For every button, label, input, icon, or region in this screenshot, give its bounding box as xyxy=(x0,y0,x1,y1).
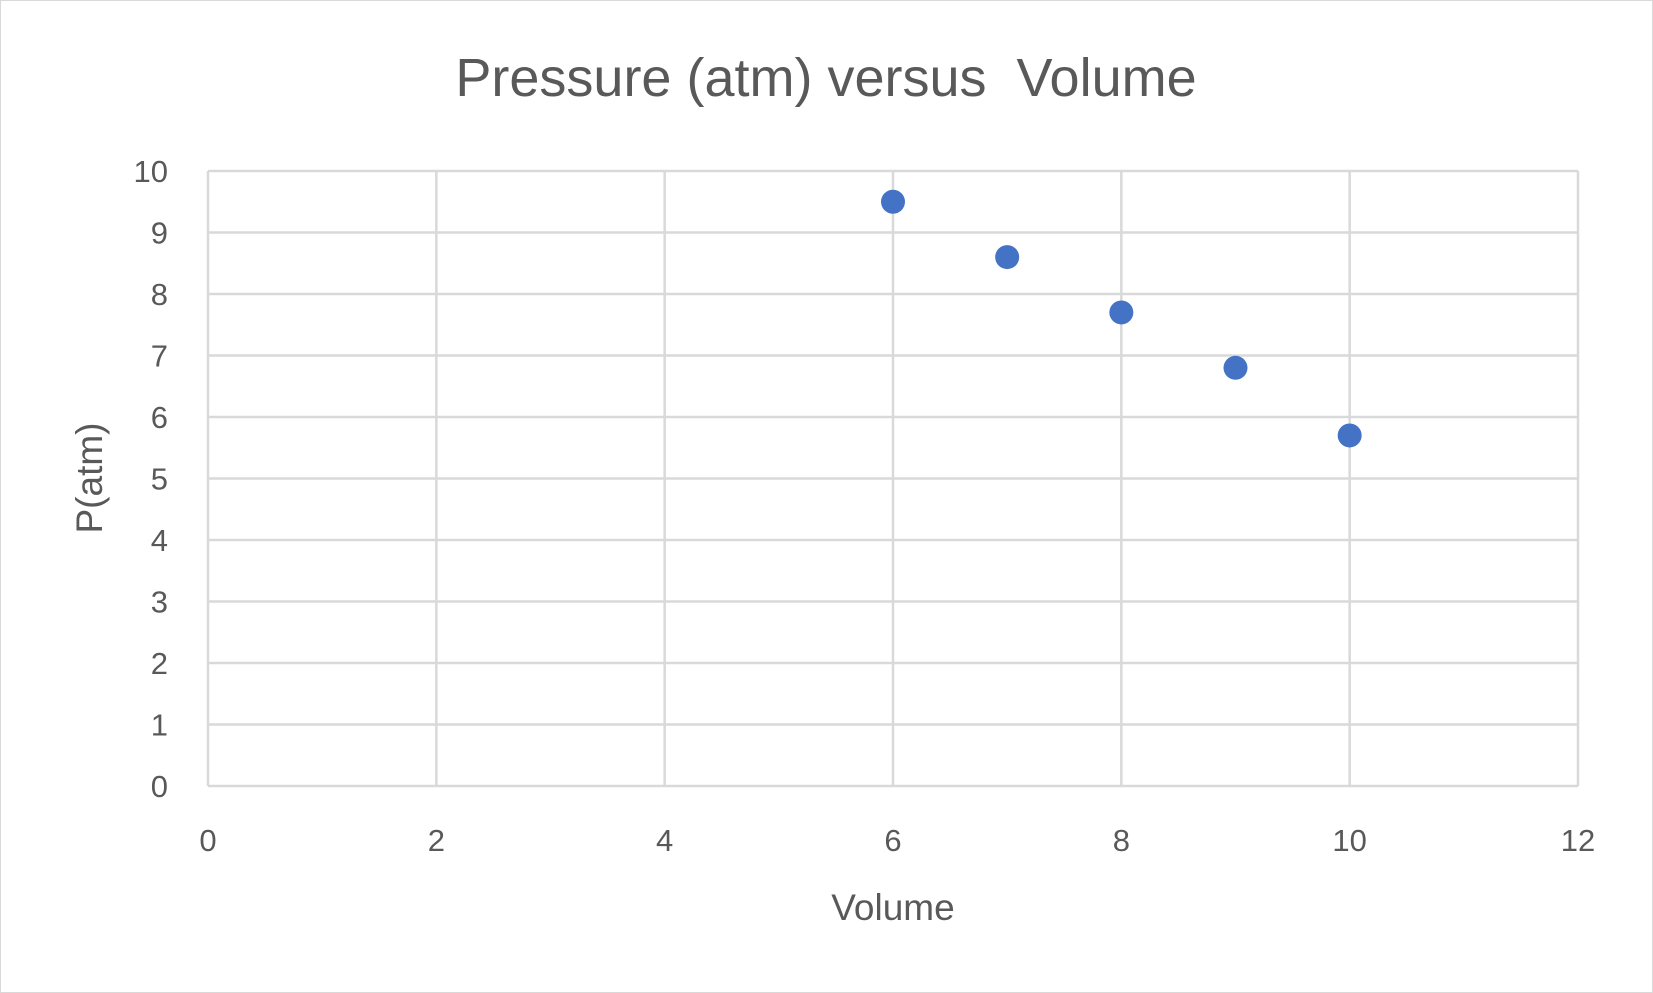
data-point xyxy=(995,245,1020,270)
data-point xyxy=(1109,300,1134,325)
x-axis-title: Volume xyxy=(831,887,954,928)
gridlines xyxy=(206,169,1580,788)
data-points xyxy=(881,189,1362,448)
data-point xyxy=(1337,423,1362,448)
y-tick-label: 5 xyxy=(151,462,168,497)
y-tick-label: 9 xyxy=(151,216,168,251)
y-tick-label: 6 xyxy=(151,400,168,435)
data-point xyxy=(881,189,905,214)
y-tick-label: 8 xyxy=(151,277,168,312)
y-tick-label: 1 xyxy=(151,708,168,743)
x-tick-label: 12 xyxy=(1561,823,1595,858)
x-tick-label: 10 xyxy=(1332,823,1366,858)
y-tick-label: 7 xyxy=(151,339,168,374)
x-tick-label: 4 xyxy=(656,823,673,858)
y-tick-label: 2 xyxy=(151,646,168,681)
chart-title: Pressure (atm) versus Volume xyxy=(455,48,1196,108)
y-tick-label: 3 xyxy=(151,585,168,620)
x-tick-label: 6 xyxy=(884,823,901,858)
data-point xyxy=(1223,355,1248,380)
x-tick-label: 8 xyxy=(1113,823,1130,858)
y-tick-label: 4 xyxy=(151,523,168,558)
x-tick-label: 0 xyxy=(199,823,216,858)
y-axis-title: P(atm) xyxy=(69,423,110,534)
y-tick-label: 10 xyxy=(134,154,168,189)
y-tick-label: 0 xyxy=(151,769,168,804)
x-tick-label: 2 xyxy=(428,823,445,858)
